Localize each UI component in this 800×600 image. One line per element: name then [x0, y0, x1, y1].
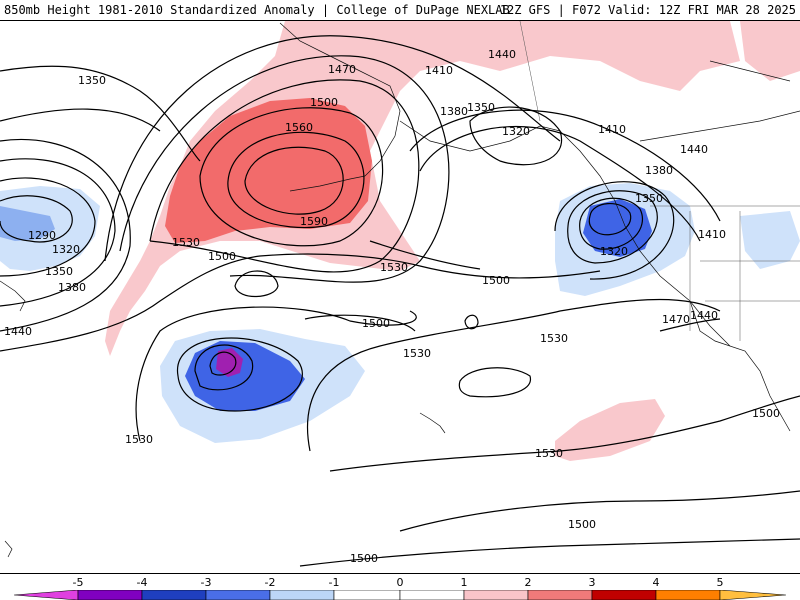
contour-label: 1530	[540, 332, 568, 345]
map-header: 850mb Height 1981-2010 Standardized Anom…	[0, 0, 800, 20]
contour-label: 1530	[380, 261, 408, 274]
contour-label: 1320	[502, 125, 530, 138]
contour-label: 1530	[125, 433, 153, 446]
colorbar-cell	[719, 590, 787, 600]
contour-label: 1320	[52, 243, 80, 256]
contour-label: 1410	[698, 228, 726, 241]
colorbar-cell	[463, 590, 529, 600]
contour-label: 1500	[350, 552, 378, 565]
contour-label: 1500	[362, 317, 390, 330]
colorbar-cell	[333, 590, 401, 600]
negative-anomaly-west-inner	[0, 206, 55, 241]
negative-anomaly-far-east	[740, 211, 800, 269]
contour-label: 1530	[403, 347, 431, 360]
contour-label: 1500	[568, 518, 596, 531]
colorbar-tick: 3	[588, 576, 596, 589]
colorbar-cell	[205, 590, 271, 600]
colorbar-tick: 1	[460, 576, 468, 589]
contour-label: 1470	[662, 313, 690, 326]
colorbar-tick: 5	[716, 576, 724, 589]
colorbar-cell	[77, 590, 143, 600]
political-boundaries	[519, 21, 800, 341]
colorbar-cell	[527, 590, 593, 600]
contour-label: 1500	[752, 407, 780, 420]
contour-label: 1380	[58, 281, 86, 294]
colorbar-cell	[13, 590, 79, 600]
contour-label: 1560	[285, 121, 313, 134]
contour-label: 1350	[467, 101, 495, 114]
contour-label: 1500	[310, 96, 338, 109]
height-contours	[0, 35, 800, 567]
positive-anomaly-core	[165, 98, 372, 243]
contour-label: 1530	[535, 447, 563, 460]
contour-label: 1350	[45, 265, 73, 278]
contour-label: 1530	[172, 236, 200, 249]
contour-label: 1350	[635, 192, 663, 205]
positive-anomaly-south-east	[555, 399, 665, 461]
colorbar-tick: 2	[524, 576, 532, 589]
negative-anomaly-shading	[0, 183, 800, 443]
contour-label: 1440	[680, 143, 708, 156]
model-run-info: 12Z GFS | F072 Valid: 12Z FRI MAR 28 202…	[499, 3, 796, 17]
contour-label: 1440	[488, 48, 516, 61]
colorbar-cell	[269, 590, 335, 600]
colorbar-cell	[399, 590, 465, 600]
contour-label: 1410	[425, 64, 453, 77]
contour-label: 1350	[78, 74, 106, 87]
contour-label: 1320	[600, 245, 628, 258]
contour-label: 1290	[28, 229, 56, 242]
colorbar-tick: -2	[264, 576, 276, 589]
colorbar-tick: -1	[328, 576, 340, 589]
coastlines	[0, 22, 800, 558]
colorbar-cell	[591, 590, 657, 600]
colorbar-strip	[13, 590, 787, 600]
contour-label: 1440	[4, 325, 32, 338]
anomaly-map[interactable]: 1350 1470 1440 1410 1380 1350 1320 1410 …	[0, 20, 800, 574]
contour-label: 1410	[598, 123, 626, 136]
map-title: 850mb Height 1981-2010 Standardized Anom…	[4, 3, 510, 17]
contour-labels: 1350 1470 1440 1410 1380 1350 1320 1410 …	[4, 48, 780, 565]
colorbar-cell	[141, 590, 207, 600]
map-canvas: 1350 1470 1440 1410 1380 1350 1320 1410 …	[0, 21, 800, 567]
anomaly-colorbar: -5 -4 -3 -2 -1 0 1 2 3 4 5	[0, 576, 800, 600]
colorbar-tick: -5	[72, 576, 84, 589]
colorbar-tick: -4	[136, 576, 148, 589]
contour-label: 1500	[208, 250, 236, 263]
contour-label: 1440	[690, 309, 718, 322]
contour-label: 1380	[440, 105, 468, 118]
positive-anomaly-ne-corner	[740, 21, 800, 81]
contour-label: 1500	[482, 274, 510, 287]
colorbar-tick: 4	[652, 576, 660, 589]
negative-anomaly-center-core	[216, 348, 243, 377]
contour-label: 1590	[300, 215, 328, 228]
colorbar-tick: 0	[396, 576, 404, 589]
colorbar-cell	[655, 590, 721, 600]
contour-label: 1470	[328, 63, 356, 76]
colorbar-tick: -3	[200, 576, 212, 589]
negative-anomaly-center-mid	[185, 341, 305, 411]
contour-label: 1380	[645, 164, 673, 177]
